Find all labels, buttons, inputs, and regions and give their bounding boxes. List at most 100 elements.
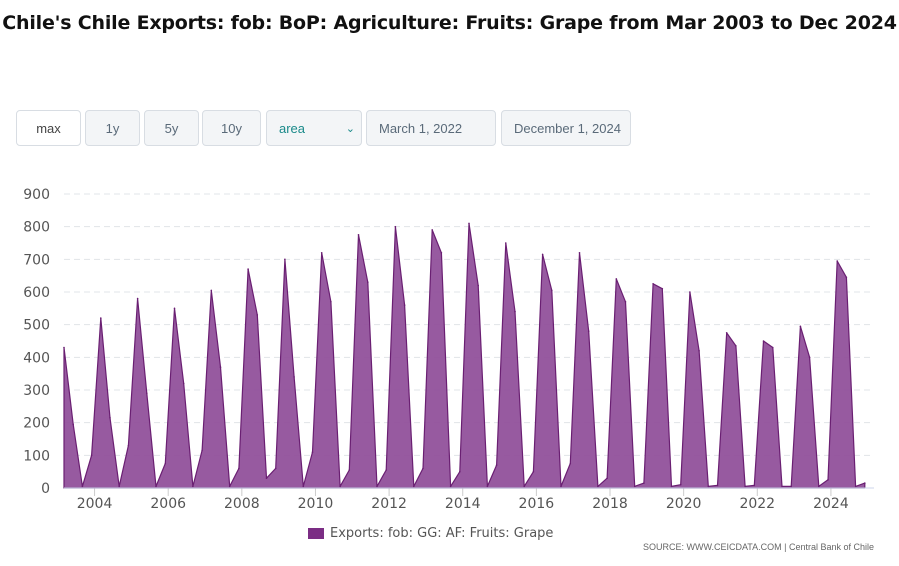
data-point [90,454,93,457]
data-point [468,222,470,225]
y-tick-label: 900 [23,187,50,203]
series-area [63,222,866,489]
data-point [293,376,295,378]
data-point [238,467,240,470]
data-point [100,317,102,319]
data-point [725,332,728,334]
data-point [330,301,332,303]
y-tick-label: 0 [41,481,50,497]
data-point [551,289,553,292]
data-point [790,485,792,488]
data-point [376,485,378,488]
data-point [118,485,120,488]
data-point [247,268,249,270]
data-point [587,330,590,333]
y-axis-ticks: 0 100 200 300 400 500 600 700 800 900 [23,187,50,497]
x-tick-label: 2006 [150,496,186,512]
range-max-button[interactable]: max [16,110,81,146]
data-point [689,291,691,293]
data-point [164,462,167,465]
data-point [127,444,130,447]
data-point [449,485,452,488]
data-point [155,485,157,488]
data-point [63,346,65,349]
data-point [403,304,406,306]
data-point [320,252,323,254]
data-point [486,485,489,488]
x-tick-label: 2024 [813,496,849,512]
data-point [459,470,461,473]
data-point [827,479,829,481]
x-tick-label: 2010 [298,496,334,512]
data-point [716,484,719,487]
data-point [772,346,774,349]
legend[interactable]: Exports: fob: GG: AF: Fruits: Grape [308,526,553,541]
data-point [633,485,636,488]
data-point [698,350,700,352]
x-tick-label: 2014 [445,496,481,512]
data-point [569,462,572,465]
data-point [781,485,783,488]
x-tick-label: 2016 [519,496,555,512]
y-tick-label: 800 [23,220,50,236]
end-date-input[interactable]: December 1, 2024 [501,110,631,146]
data-point [385,469,388,471]
x-tick-label: 2012 [371,496,407,512]
data-points [63,222,866,488]
data-point [643,482,645,484]
range-5y-button[interactable]: 5y [144,110,199,146]
data-point [753,484,756,487]
data-point [146,392,148,395]
data-point [311,451,314,453]
data-point [477,284,480,287]
x-tick-label: 2022 [739,496,775,512]
data-point [670,485,673,488]
data-point [541,253,544,256]
y-tick-label: 300 [23,383,50,399]
x-tick-label: 2004 [77,496,113,512]
range-10y-button[interactable]: 10y [202,110,261,146]
data-point [514,310,516,313]
data-point [348,469,351,471]
data-point [808,356,811,359]
data-point [597,485,599,488]
source-credit: SOURCE: WWW.CEICDATA.COM | Central Bank … [642,542,874,552]
chart-type-select[interactable]: area ⌄ [266,110,362,146]
data-point [523,485,525,488]
x-tick-label: 2018 [592,496,628,512]
range-1y-button[interactable]: 1y [85,110,140,146]
data-point [81,485,84,488]
data-point [210,289,213,292]
data-point [854,485,857,488]
x-tick-label: 2008 [224,496,260,512]
data-point [265,477,268,480]
data-point [431,229,434,231]
data-point [735,345,737,347]
data-point [256,314,259,316]
data-point [302,485,305,488]
data-point [661,287,664,290]
data-point [532,470,535,473]
y-tick-label: 500 [23,318,50,334]
data-point [440,252,443,254]
data-point [799,325,802,328]
data-point [818,485,820,488]
data-point [173,307,176,310]
x-tick-label: 2020 [666,496,702,512]
y-tick-label: 200 [23,416,50,432]
legend-swatch [308,528,324,539]
data-point [495,464,498,466]
data-point [182,382,185,385]
chart-title: Chile's Chile Exports: fob: BoP: Agricul… [2,12,897,34]
data-point [201,449,203,452]
start-date-input[interactable]: March 1, 2022 [366,110,496,146]
data-point [339,485,341,488]
data-point [274,467,277,470]
data-point [219,366,222,368]
data-point [845,276,848,279]
data-point [864,482,866,484]
data-point [615,278,618,280]
data-point [624,301,627,303]
data-point [136,297,139,300]
